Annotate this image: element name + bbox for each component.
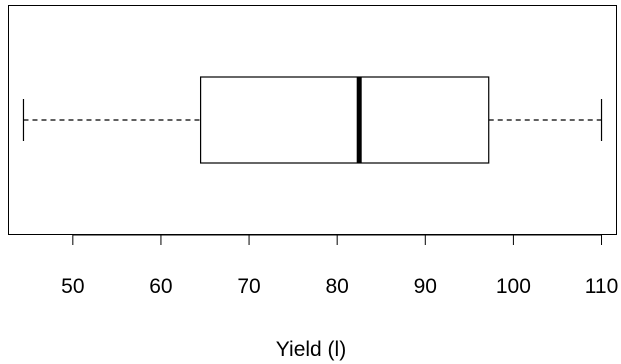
x-tick-label: 50 xyxy=(61,275,84,298)
x-tick-label: 90 xyxy=(414,275,437,298)
x-axis-title: Yield (l) xyxy=(276,338,346,361)
x-tick-label: 60 xyxy=(149,275,172,298)
x-tick-label: 110 xyxy=(585,275,618,298)
box-layer xyxy=(22,76,603,164)
x-axis-ticks: 50 60 70 80 90 100 110 xyxy=(61,235,618,298)
x-tick-label: 100 xyxy=(496,275,531,298)
x-tick-label: 80 xyxy=(325,275,348,298)
iqr-box xyxy=(199,76,490,164)
x-tick-label: 70 xyxy=(237,275,260,298)
